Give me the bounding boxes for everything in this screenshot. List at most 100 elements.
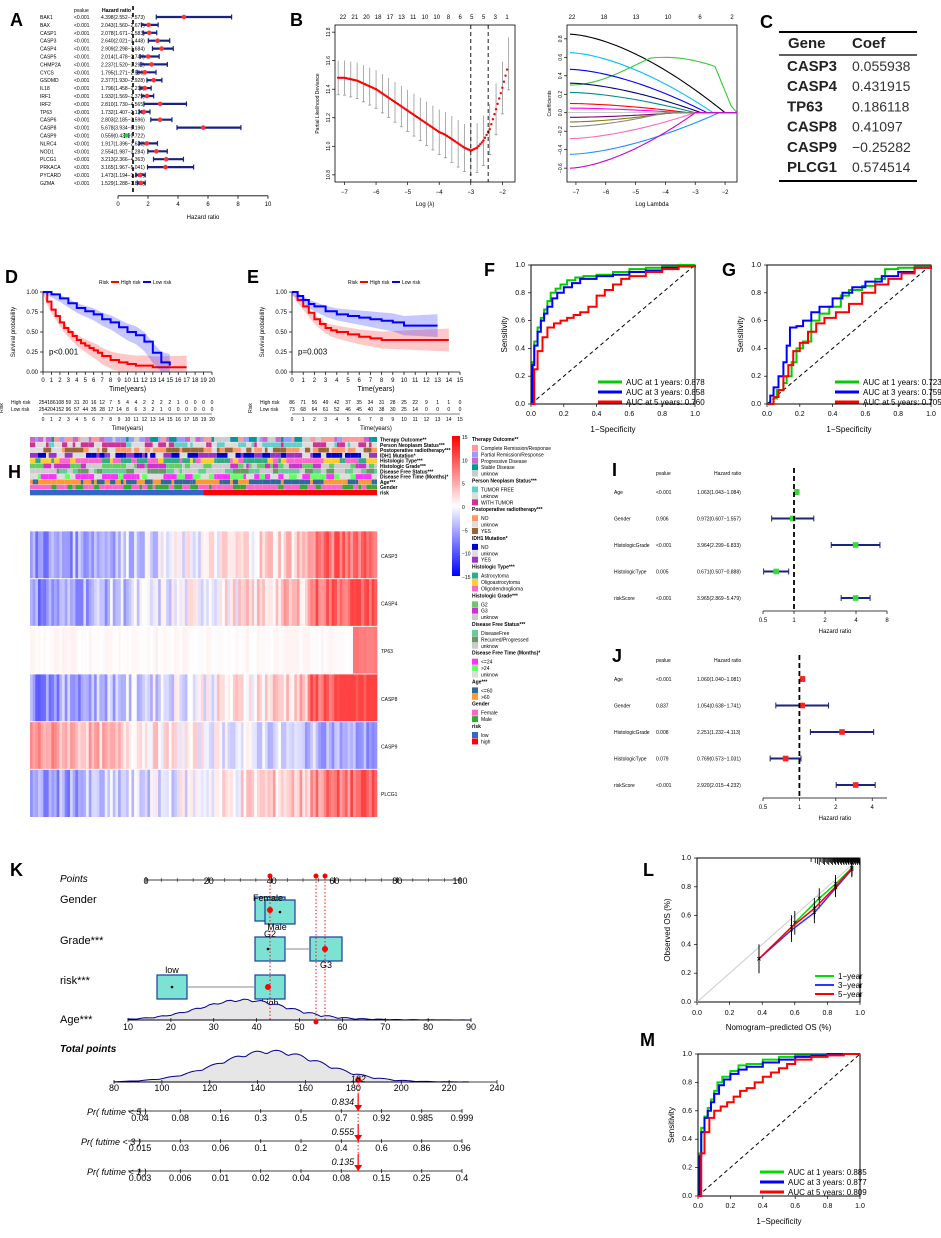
heatmap-cell	[75, 721, 79, 770]
color-scale-label: −5	[462, 528, 468, 534]
risk-count-low: 152	[56, 407, 65, 413]
pvalue-label: 0.837	[656, 704, 669, 710]
annotation-cell	[211, 437, 215, 442]
heatmap-cell	[110, 769, 114, 817]
risk-count-low: 68	[300, 407, 306, 413]
heatmap-cell	[147, 721, 151, 770]
panel-label-b: B	[290, 10, 303, 30]
heatmap-cell	[323, 578, 327, 627]
annotation-cell	[211, 479, 220, 485]
heatmap-cell	[267, 721, 271, 770]
heatmap-cell	[94, 626, 98, 674]
heatmap-cell	[70, 626, 74, 674]
x-axis-title: 1−Specificity	[590, 425, 635, 434]
annotation-cell	[214, 458, 217, 464]
annotation-cell	[283, 474, 289, 479]
annotation-cell	[248, 479, 252, 485]
top-tick-label: 18	[375, 15, 382, 21]
heatmap-cell	[251, 578, 255, 627]
heatmap-cell	[328, 674, 332, 722]
heatmap-cell	[192, 626, 196, 674]
heatmap-cell	[307, 674, 311, 722]
heatmap-cell	[192, 769, 196, 817]
annotation-cell	[30, 484, 39, 490]
variable-label: riskScore	[614, 783, 635, 789]
heatmap-cell	[254, 626, 258, 674]
annotation-cell	[38, 479, 47, 485]
annotation-cell	[211, 442, 217, 448]
heatmap-cell	[115, 674, 119, 722]
y-tick-label: −0.4	[558, 145, 564, 155]
x-tick-label: 4	[871, 805, 875, 811]
y-tick-label: 0.75	[26, 310, 38, 316]
heatmap-cell	[248, 531, 252, 579]
y-tick-label: 0.2	[682, 1165, 692, 1172]
annotation-cell	[320, 458, 324, 464]
annotation-cell	[267, 484, 273, 490]
heatmap-cell	[328, 578, 332, 627]
annotation-cell	[334, 437, 337, 442]
legend-group-title: Postoperative radiotherapy***	[472, 507, 543, 513]
y-tick-label: 1.0	[681, 855, 691, 862]
heatmap-cell	[115, 626, 119, 674]
x-axis-title: 1−Specificity	[826, 425, 871, 434]
annotation-cell	[195, 463, 199, 469]
annotation-cell	[312, 468, 321, 474]
legend-item-label: Male	[481, 717, 492, 723]
annotation-cell	[131, 479, 135, 485]
age-tick-label: 70	[380, 1022, 390, 1032]
heatmap-cell	[120, 531, 124, 579]
x-tick-label: 0.0	[692, 1010, 702, 1017]
heatmap-cell	[310, 626, 314, 674]
heatmap-cell	[206, 674, 210, 722]
heatmap-cell	[110, 578, 114, 627]
legend-group-title: Age***	[472, 679, 487, 685]
annotation-cell	[232, 447, 236, 453]
legend-item-label: Astrocytoma	[481, 574, 509, 580]
heatmap-cell	[56, 721, 60, 770]
heatmap-cell	[176, 674, 180, 722]
heatmap-cell	[251, 626, 255, 674]
heatmap-cell	[102, 531, 106, 579]
hr-point	[124, 133, 129, 138]
annotation-cell	[310, 479, 313, 485]
annotation-cell	[168, 437, 177, 442]
heatmap-cell	[304, 531, 308, 579]
x-tick-label: 0.6	[861, 411, 871, 418]
heatmap-cell	[83, 721, 87, 770]
gene-row-label: CASP4	[381, 602, 398, 608]
heatmap-cell	[240, 626, 244, 674]
roc-curve	[531, 265, 696, 405]
heatmap-cell	[358, 674, 362, 722]
heatmap-cell	[280, 578, 284, 627]
pvalue-label: <0.001	[74, 110, 90, 116]
annotation-cell	[182, 479, 188, 485]
annotation-cell	[355, 479, 359, 485]
risk-x-tick-label: 14	[446, 417, 452, 423]
heatmap-cell	[208, 674, 212, 722]
annotation-cell	[120, 458, 124, 464]
color-scale-label: 15	[462, 435, 468, 441]
heatmap-cell	[158, 626, 162, 674]
hr-label: 0.671(0.507−0.888)	[697, 570, 741, 576]
annotation-cell	[344, 463, 351, 469]
annotation-cell	[368, 442, 372, 448]
x-tick-label: 1.0	[855, 1010, 865, 1017]
legend-item-label: NO	[481, 545, 489, 551]
legend-swatch	[472, 630, 478, 636]
heatmap-cell	[171, 578, 175, 627]
legend-label: 3−year	[838, 981, 863, 990]
heatmap-cell	[30, 531, 33, 579]
heatmap-cell	[238, 626, 242, 674]
p-value-label: p=0.003	[298, 347, 328, 356]
heatmap-cell	[43, 674, 47, 722]
heatmap-cell	[304, 674, 308, 722]
annotation-cell	[230, 442, 239, 448]
heatmap-cell	[123, 769, 127, 817]
annotation-cell	[134, 479, 137, 485]
annotation-cell	[326, 447, 329, 453]
cv-point	[496, 102, 499, 106]
x-axis-title: 1−Specificity	[756, 1217, 801, 1226]
prob-value-label: 0.555	[332, 1127, 356, 1137]
